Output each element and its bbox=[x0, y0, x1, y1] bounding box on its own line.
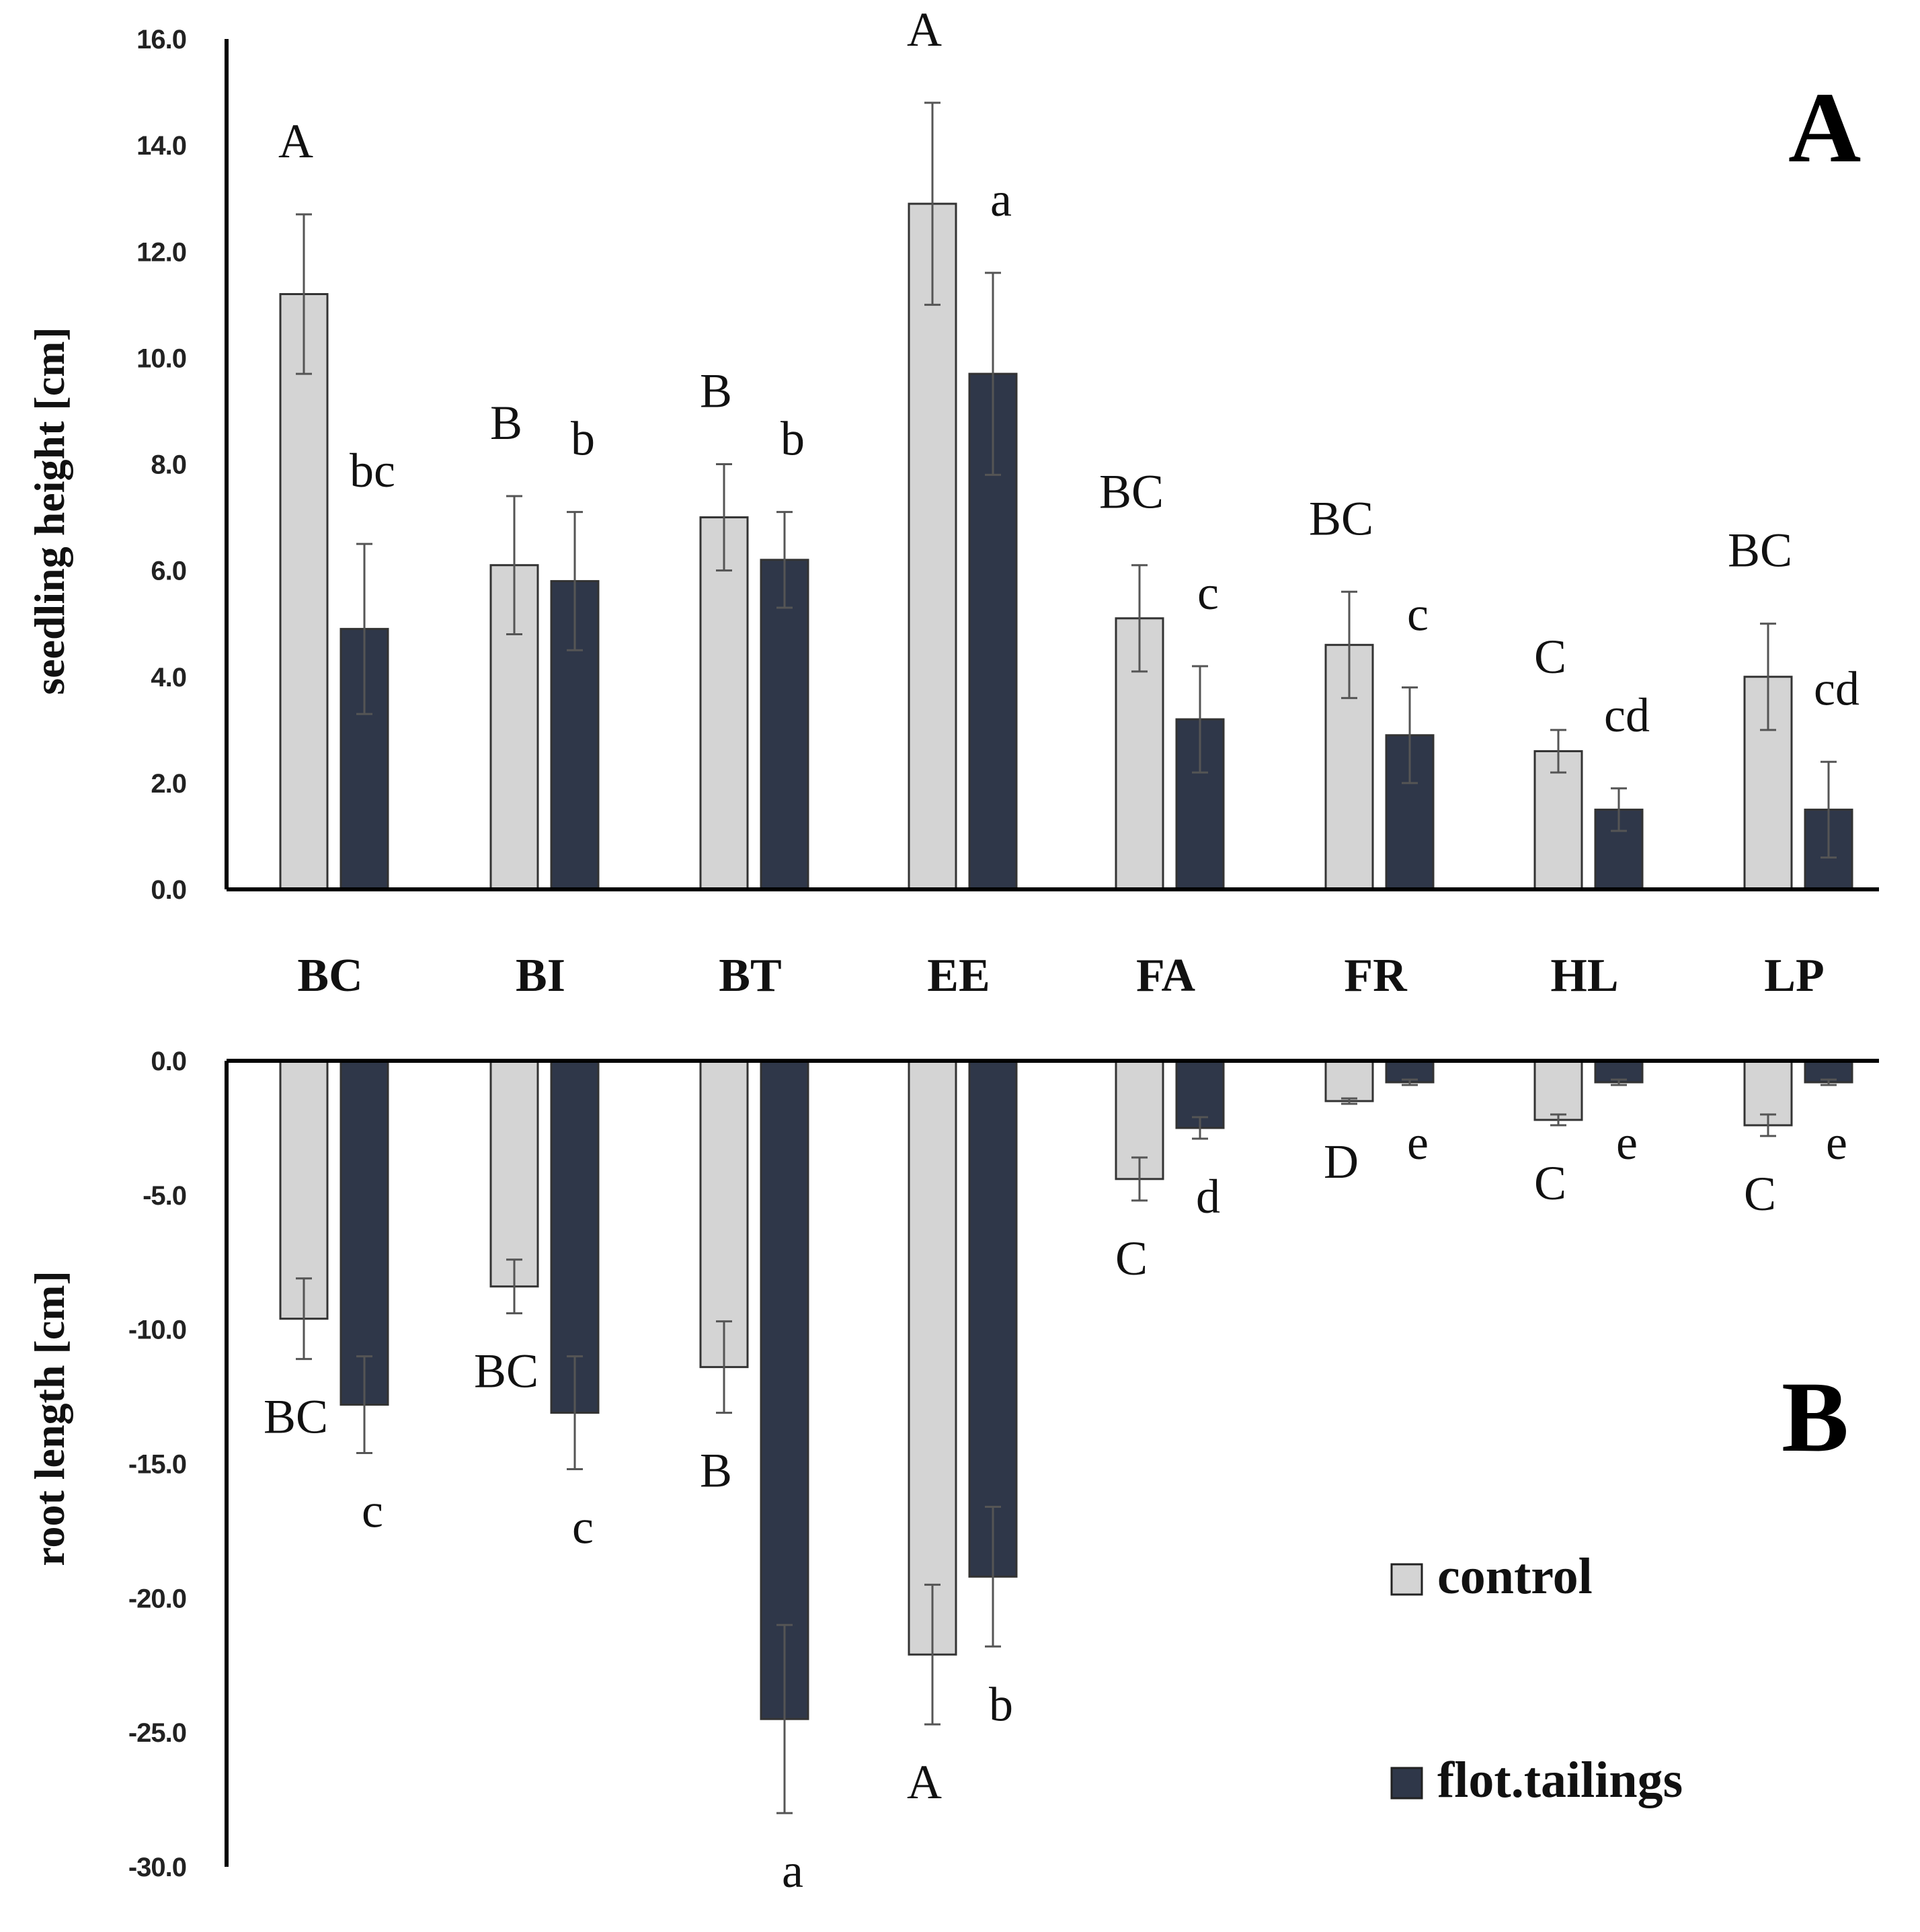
panel-label-b: B bbox=[1782, 1361, 1849, 1473]
y-tick-label: 10.0 bbox=[136, 344, 186, 373]
y-tick-label: 8.0 bbox=[151, 450, 186, 480]
legend-label-control: control bbox=[1437, 1548, 1593, 1605]
bar-a-control-BT bbox=[699, 516, 749, 891]
bar-a-control-HL bbox=[1533, 750, 1583, 891]
bar-b-control-HL bbox=[1533, 1059, 1583, 1121]
significance-letter: cd bbox=[1814, 661, 1859, 715]
significance-letter: C bbox=[1534, 630, 1566, 684]
category-label: FR bbox=[1344, 950, 1408, 1002]
significance-letter: b bbox=[989, 1677, 1013, 1731]
significance-letter: BC bbox=[474, 1344, 538, 1398]
significance-letter: bc bbox=[350, 444, 395, 497]
significance-letter: BC bbox=[1728, 524, 1792, 577]
significance-letter: BC bbox=[1309, 491, 1373, 545]
bar-a-control-EE bbox=[908, 202, 957, 891]
significance-letter: B bbox=[490, 396, 522, 450]
significance-letter: b bbox=[571, 412, 595, 466]
significance-letter: e bbox=[1616, 1116, 1638, 1170]
significance-letter: c bbox=[572, 1500, 594, 1554]
significance-letter: A bbox=[907, 1755, 942, 1809]
significance-letter: D bbox=[1324, 1135, 1359, 1189]
significance-letter: cd bbox=[1604, 688, 1650, 742]
significance-letter: a bbox=[990, 173, 1012, 227]
bar-b-flot-tailings-BC bbox=[339, 1059, 389, 1406]
significance-letter: d bbox=[1196, 1170, 1220, 1223]
bar-b-control-FR bbox=[1324, 1059, 1374, 1102]
significance-letter: e bbox=[1826, 1116, 1847, 1170]
y-tick-label: 4.0 bbox=[151, 663, 186, 692]
significance-letter: A bbox=[278, 114, 313, 168]
significance-letter: c bbox=[1197, 566, 1219, 620]
category-label: BT bbox=[719, 950, 781, 1002]
y-tick-label: 12.0 bbox=[136, 237, 186, 267]
y-tick-label: 2.0 bbox=[151, 769, 186, 799]
y-axis-title-a: seedling height [cm] bbox=[26, 327, 73, 695]
legend-swatch-control bbox=[1390, 1563, 1423, 1596]
y-tick-label: -30.0 bbox=[128, 1853, 186, 1882]
bar-a-control-BC bbox=[279, 293, 329, 891]
y-tick-label: -20.0 bbox=[128, 1584, 186, 1613]
significance-letter: B bbox=[700, 364, 732, 418]
significance-letter: e bbox=[1407, 1116, 1429, 1170]
category-label: FA bbox=[1136, 950, 1196, 1002]
y-tick-label: 16.0 bbox=[136, 25, 186, 54]
y-tick-label: -15.0 bbox=[128, 1450, 186, 1480]
bar-b-control-BC bbox=[279, 1059, 329, 1320]
significance-letter: b bbox=[781, 412, 805, 466]
y-tick-label: -10.0 bbox=[128, 1316, 186, 1345]
significance-letter: BC bbox=[1099, 465, 1164, 519]
bar-b-control-BI bbox=[489, 1059, 539, 1288]
y-tick-label: -25.0 bbox=[128, 1718, 186, 1748]
significance-letter: c bbox=[362, 1484, 383, 1538]
significance-letter: c bbox=[1407, 588, 1429, 641]
bar-a-flot-tailings-BI bbox=[550, 579, 600, 891]
category-label: BI bbox=[516, 950, 565, 1002]
significance-letter: B bbox=[700, 1444, 732, 1498]
y-tick-label: -5.0 bbox=[143, 1181, 186, 1211]
category-label: HL bbox=[1550, 950, 1618, 1002]
category-label: BC bbox=[297, 950, 362, 1002]
bar-b-flot-tailings-EE bbox=[968, 1059, 1018, 1578]
significance-letter: a bbox=[782, 1844, 803, 1898]
bar-b-control-BT bbox=[699, 1059, 749, 1369]
legend-label-flot-tailings: flot.tailings bbox=[1437, 1752, 1683, 1808]
y-tick-label: 0.0 bbox=[151, 875, 186, 905]
y-axis-title-b: root length [cm] bbox=[26, 1271, 73, 1566]
significance-letter: C bbox=[1744, 1167, 1776, 1221]
bar-b-control-EE bbox=[908, 1059, 957, 1656]
category-label: EE bbox=[927, 950, 990, 1002]
category-label: LP bbox=[1764, 950, 1824, 1002]
significance-letter: A bbox=[907, 3, 942, 56]
panel-label-a: A bbox=[1788, 72, 1861, 184]
significance-letter: BC bbox=[264, 1390, 328, 1444]
legend: control flot.tailings bbox=[1390, 1548, 1683, 1808]
significance-letter: C bbox=[1115, 1232, 1148, 1285]
bar-b-flot-tailings-BT bbox=[760, 1059, 809, 1720]
y-tick-label: 0.0 bbox=[151, 1047, 186, 1076]
significance-letter: C bbox=[1534, 1156, 1566, 1210]
bar-a-flot-tailings-BT bbox=[760, 559, 809, 891]
y-tick-label: 14.0 bbox=[136, 131, 186, 161]
legend-swatch-flot-tailings bbox=[1390, 1767, 1423, 1800]
y-tick-label: 6.0 bbox=[151, 557, 186, 586]
